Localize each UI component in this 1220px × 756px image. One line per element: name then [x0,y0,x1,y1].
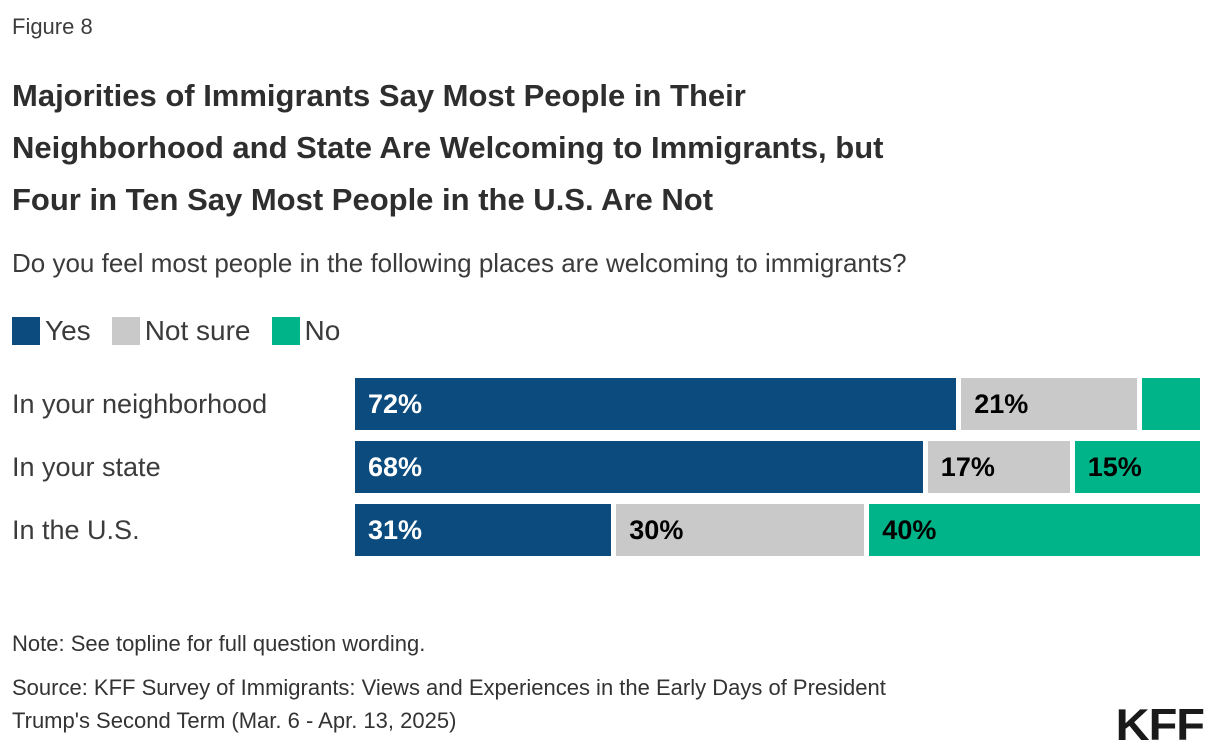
bar-segment-no [1141,378,1200,430]
chart-row-in-your-neighborhood: In your neighborhood 72% 21% [12,378,1200,430]
bar-value-label: 68% [368,451,423,482]
bar-track: 31% 30% 40% [355,504,1200,556]
chart-title-line-2: Neighborhood and State Are Welcoming to … [12,130,884,165]
bar-value-label: 72% [368,388,423,419]
category-label: In your state [12,452,161,482]
bar-segment-not-sure: 17% [927,441,1070,493]
chart-title: Majorities of Immigrants Say Most People… [12,70,1200,226]
chart-row-in-your-state: In your state 68% 17% 15% [12,441,1200,493]
legend-swatch-no [271,316,300,345]
bar-value-label: 40% [882,514,937,545]
category-label: In your neighborhood [12,389,268,419]
bar-segment-not-sure: 30% [616,504,865,556]
chart-rows: In your neighborhood 72% 21% In your state 6… [12,378,1200,556]
chart-source-line-1: Source: KFF Survey of Immigrants: Views … [12,675,886,700]
chart-title-line-1: Majorities of Immigrants Say Most People… [12,78,746,113]
chart-note: Note: See topline for full question word… [12,631,426,656]
kff-logo: KFF [1115,699,1205,750]
legend-swatch-not-sure [111,316,140,345]
legend-label-yes: Yes [45,315,91,346]
bar-track: 68% 17% 15% [355,441,1200,493]
bar-value-label: 17% [940,451,995,482]
category-label: In the U.S. [12,515,140,545]
figure-label: Figure 8 [12,14,93,39]
legend-item-yes: Yes [12,316,91,345]
bar-track: 72% 21% [355,378,1200,430]
chart-source-line-2: Trump's Second Term (Mar. 6 - Apr. 13, 2… [12,708,457,733]
bar-segment-yes: 72% [355,378,957,430]
legend-label-not-sure: Not sure [144,315,251,346]
bar-value-label: 21% [974,388,1029,419]
bar-value-label: 31% [368,514,423,545]
legend-item-not-sure: Not sure [111,315,251,346]
chart-source: Source: KFF Survey of Immigrants: Views … [12,671,1200,737]
legend-item-no: No [271,315,341,346]
chart-row-in-the-u-s: In the U.S. 31% 30% 40% [12,504,1200,556]
legend-label-no: No [304,315,341,346]
bar-segment-not-sure: 21% [961,378,1137,430]
bar-segment-no: 40% [869,504,1200,556]
bar-segment-yes: 31% [355,504,612,556]
chart-legend: Yes Not sure No [12,316,1200,345]
bar-value-label: 15% [1087,451,1142,482]
bar-value-label: 30% [629,514,684,545]
legend-swatch-yes [12,316,40,345]
chart-subtitle: Do you feel most people in the following… [12,248,907,278]
bar-segment-yes: 68% [355,441,923,493]
chart-title-line-3: Four in Ten Say Most People in the U.S. … [12,182,714,217]
bar-segment-no: 15% [1074,441,1200,493]
